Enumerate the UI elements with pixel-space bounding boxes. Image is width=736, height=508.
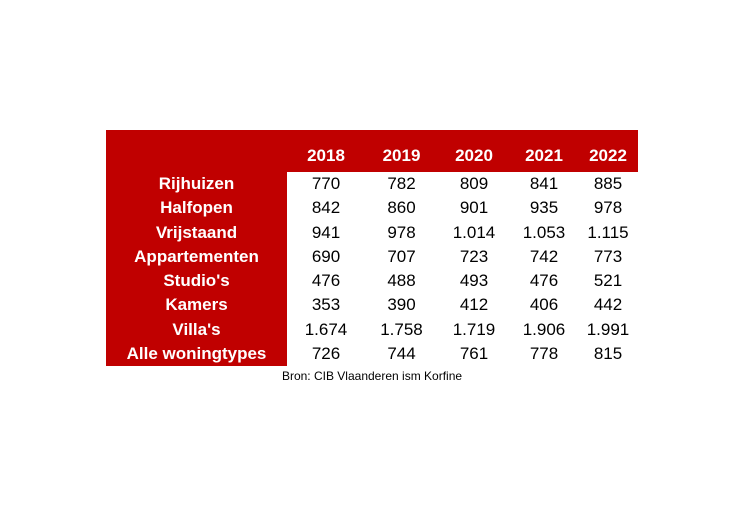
cell: 412	[459, 295, 489, 315]
table-row: Studio's 476 488 493 476 521	[106, 269, 638, 294]
table-row: Appartementen 690 707 723 742 773	[106, 244, 638, 269]
row-label: Studio's	[106, 269, 287, 294]
cell: 1.719	[452, 319, 496, 339]
cell: 761	[459, 343, 489, 363]
cell: 476	[529, 271, 559, 291]
cell: 935	[529, 198, 559, 218]
column-header: 2020	[438, 130, 510, 172]
cell: 726	[311, 343, 341, 363]
table-row: Villa's 1.674 1.758 1.719 1.906 1.991	[106, 317, 638, 342]
cell: 1.014	[452, 222, 496, 242]
cell: 744	[387, 343, 416, 363]
cell: 488	[387, 271, 416, 291]
cell: 406	[529, 295, 559, 315]
table-row: Halfopen 842 860 901 935 978	[106, 196, 638, 221]
row-label: Alle woningtypes	[106, 341, 287, 366]
cell: 521	[593, 271, 623, 291]
cell: 1.991	[586, 319, 630, 339]
cell: 707	[387, 246, 416, 266]
table-row: Rijhuizen 770 782 809 841 885	[106, 172, 638, 197]
header-row: 2018 2019 2020 2021 2022	[106, 130, 638, 172]
table-row: Kamers 353 390 412 406 442	[106, 293, 638, 318]
cell: 809	[459, 174, 489, 194]
cell: 1.053	[522, 222, 566, 242]
row-label: Rijhuizen	[106, 172, 287, 197]
cell: 860	[387, 198, 416, 218]
cell: 390	[387, 295, 416, 315]
column-header: 2018	[287, 130, 365, 172]
table-row: Vrijstaand 941 978 1.014 1.053 1.115	[106, 220, 638, 245]
cell: 742	[529, 246, 559, 266]
row-label: Vrijstaand	[106, 220, 287, 245]
cell: 978	[593, 198, 623, 218]
cell: 782	[387, 174, 416, 194]
column-header: 2021	[510, 130, 578, 172]
row-label: Villa's	[106, 317, 287, 342]
cell: 1.115	[587, 222, 629, 242]
cell: 978	[387, 222, 416, 242]
corner-cell	[106, 130, 287, 172]
cell: 353	[311, 295, 341, 315]
price-table: 2018 2019 2020 2021 2022 Rijhuizen 770 782 809 8…	[106, 130, 638, 366]
cell: 778	[529, 343, 559, 363]
cell: 815	[593, 343, 623, 363]
cell: 690	[311, 246, 341, 266]
cell: 723	[459, 246, 489, 266]
cell: 493	[459, 271, 489, 291]
column-header: 2022	[578, 130, 638, 172]
cell: 442	[593, 295, 623, 315]
column-header: 2019	[365, 130, 438, 172]
cell: 842	[311, 198, 341, 218]
cell: 1.906	[522, 319, 566, 339]
cell: 941	[311, 222, 341, 242]
cell: 841	[529, 174, 559, 194]
cell: 1.674	[304, 319, 348, 339]
row-label: Halfopen	[106, 196, 287, 221]
row-label: Kamers	[106, 293, 287, 318]
table-body: Rijhuizen 770 782 809 841 885 Halfopen 842 860 90…	[106, 172, 638, 366]
cell: 885	[593, 174, 623, 194]
cell: 773	[593, 246, 623, 266]
row-label: Appartementen	[106, 244, 287, 269]
cell: 901	[459, 198, 489, 218]
cell: 1.758	[380, 319, 423, 339]
cell: 770	[311, 174, 341, 194]
table-row: Alle woningtypes 726 744 761 778 815	[106, 341, 638, 366]
source-note: Bron: CIB Vlaanderen ism Korfine	[281, 369, 463, 383]
cell: 476	[311, 271, 341, 291]
